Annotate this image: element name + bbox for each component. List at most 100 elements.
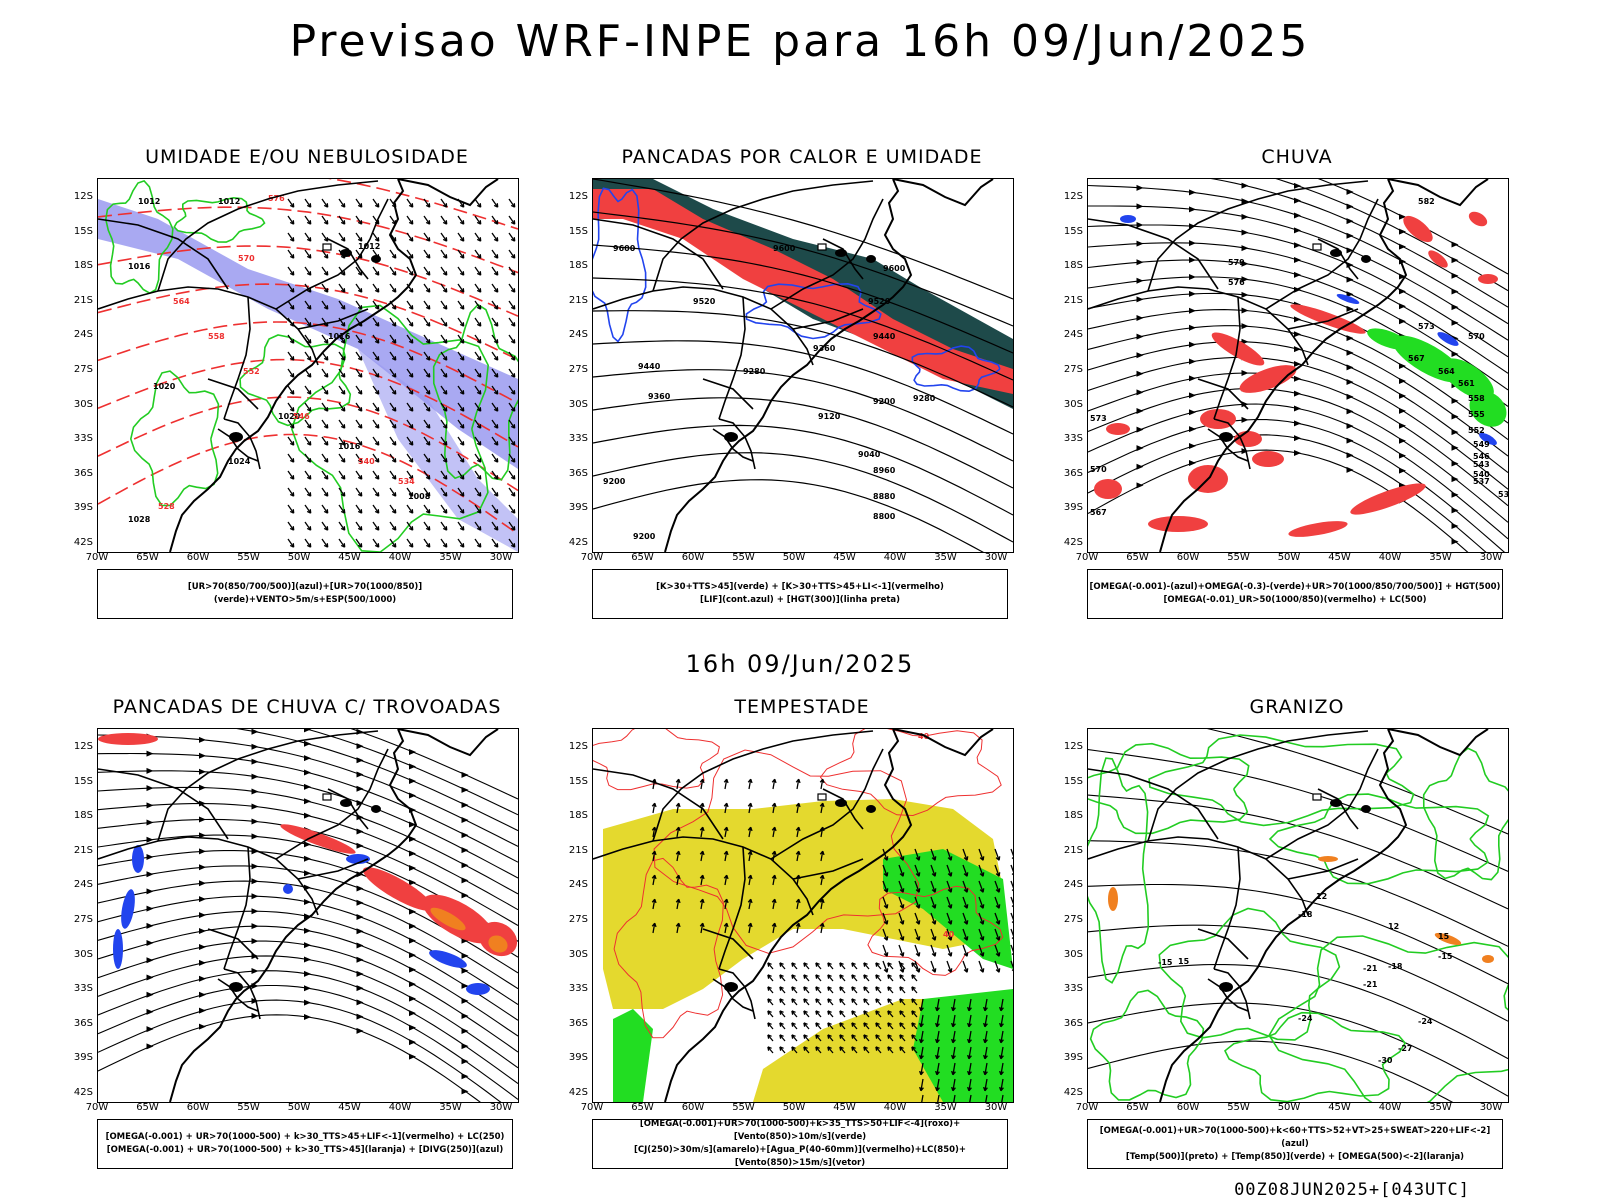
temp850-green-contours bbox=[1088, 734, 1508, 1102]
longitude-label: 45W bbox=[338, 552, 361, 563]
longitude-label: 70W bbox=[85, 1102, 109, 1113]
hgt500-labels: 5825795765735705675645615585555525495465… bbox=[1090, 197, 1508, 517]
border-line bbox=[98, 836, 319, 916]
contour-label: -24 bbox=[1298, 1014, 1313, 1023]
latitude-label: 30S bbox=[1063, 398, 1083, 410]
border-line bbox=[1088, 836, 1309, 916]
longitude-label: 35W bbox=[439, 1102, 462, 1113]
lake bbox=[835, 799, 847, 807]
longitude-label: 30W bbox=[984, 552, 1008, 563]
contour-label: 1028 bbox=[128, 515, 151, 524]
latitude-label: 24S bbox=[1063, 329, 1083, 341]
omega-orange-area bbox=[1108, 856, 1494, 963]
rain-red-area bbox=[1094, 211, 1498, 537]
legend-line: [K>30+TTS>45](verde) + [K>30+TTS>45+LI<-… bbox=[656, 582, 944, 592]
border-line bbox=[297, 858, 369, 880]
border-line bbox=[1317, 788, 1359, 830]
longitude-label: 45W bbox=[338, 1102, 361, 1113]
border-line bbox=[223, 846, 251, 970]
coastline bbox=[664, 729, 913, 1102]
longitude-label: 40W bbox=[1378, 552, 1402, 563]
contour-label: 567 bbox=[1090, 508, 1107, 517]
legend-line: [UR>70(850/700/500)](azul)+[UR>70(1000/8… bbox=[187, 582, 423, 605]
border-line bbox=[702, 378, 754, 410]
lake bbox=[866, 255, 876, 263]
latitude-label: 39S bbox=[1063, 1052, 1083, 1064]
map-canvas: -15 -18 -15 -18 -21 -21 -24 -24 -27 -30 12 12 15 15 bbox=[1088, 729, 1508, 1102]
lake bbox=[1361, 255, 1371, 263]
longitude-label: 55W bbox=[1227, 552, 1250, 563]
border-line bbox=[822, 788, 864, 830]
latitude-label: 21S bbox=[1063, 844, 1083, 856]
latitude-label: 12S bbox=[1063, 191, 1083, 202]
latitude-label: 15S bbox=[73, 775, 93, 787]
latitude-label: 27S bbox=[1063, 914, 1083, 925]
longitude-label: 70W bbox=[1075, 552, 1099, 563]
longitude-label: 45W bbox=[833, 1102, 856, 1113]
lake bbox=[1219, 982, 1233, 992]
longitude-label: 65W bbox=[1126, 552, 1149, 563]
legend-line: [OMEGA(-0.001)-(azul)+OMEGA(-0.3)-(verde… bbox=[1089, 582, 1501, 592]
contour-label: 555 bbox=[1468, 410, 1485, 419]
latitude-label: 42S bbox=[568, 1087, 588, 1098]
forecast-map: -15 -18 -15 -18 -21 -21 -24 -24 -27 -30 12 12 15 15 bbox=[1087, 728, 1509, 1103]
longitude-label: 40W bbox=[883, 1102, 907, 1113]
border-line bbox=[1147, 180, 1369, 292]
contour-label: 534 bbox=[1498, 490, 1508, 499]
border-line bbox=[1197, 928, 1249, 960]
latitude-label: 15S bbox=[568, 225, 588, 237]
border-line bbox=[1197, 378, 1249, 410]
map-canvas: 9600 9600 9520 9520 9440 9440 9360 9360 9280 9280… bbox=[593, 179, 1013, 552]
longitude-label: 50W bbox=[782, 552, 806, 563]
border-line bbox=[98, 286, 319, 366]
lake bbox=[835, 249, 847, 257]
contour-label: 558 bbox=[208, 332, 225, 341]
longitude-label: 50W bbox=[1277, 552, 1301, 563]
longitude-label: 45W bbox=[1328, 552, 1351, 563]
contour-label: 1012 bbox=[138, 197, 160, 206]
coastline-north bbox=[397, 179, 499, 207]
contour-label: 1024 bbox=[228, 457, 251, 466]
lake bbox=[1219, 432, 1233, 442]
capital-marker bbox=[817, 793, 827, 801]
border-line bbox=[593, 218, 724, 290]
longitude-label: 45W bbox=[833, 552, 856, 563]
contour-label: -24 bbox=[1418, 1017, 1433, 1026]
latitude-label: 30S bbox=[1063, 948, 1083, 960]
humidity-blue-area bbox=[98, 199, 518, 469]
contour-label: 9520 bbox=[868, 297, 891, 306]
contour-label: 9280 bbox=[913, 394, 936, 403]
border-line bbox=[652, 730, 874, 842]
latitude-label: 36S bbox=[73, 1017, 93, 1029]
map-outline bbox=[1088, 179, 1489, 552]
latitude-label: 39S bbox=[568, 1052, 588, 1064]
contour-label: 573 bbox=[1418, 322, 1435, 331]
contour-label: 40 bbox=[943, 930, 955, 939]
lake bbox=[229, 982, 243, 992]
lake bbox=[371, 805, 381, 813]
contour-label: 9200 bbox=[603, 477, 626, 486]
instability-red-area bbox=[593, 189, 1013, 394]
contour-label: 9600 bbox=[773, 244, 796, 253]
latitude-label: 24S bbox=[73, 329, 93, 341]
contour-label: 9520 bbox=[693, 297, 716, 306]
latitude-label: 33S bbox=[1063, 433, 1083, 445]
border-line bbox=[1207, 428, 1249, 462]
coastline-north bbox=[1387, 729, 1489, 757]
border-line bbox=[275, 198, 389, 310]
latitude-label: 42S bbox=[1063, 1087, 1083, 1098]
longitude-label: 65W bbox=[631, 552, 654, 563]
coastline bbox=[1159, 729, 1408, 1102]
map-canvas bbox=[98, 729, 518, 1102]
panel-legend: [OMEGA(-0.001)+UR>70(1000-500)+k>35_TTS>… bbox=[592, 1119, 1008, 1169]
border-line bbox=[792, 858, 864, 880]
longitude-label: 65W bbox=[631, 1102, 654, 1113]
coastline bbox=[1159, 179, 1408, 552]
coastline bbox=[169, 179, 418, 552]
panel-title: UMIDADE E/OU NEBULOSIDADE bbox=[145, 146, 469, 168]
legend-line: [CJ(250)>30m/s](amarelo)+[Agua_P(40-60mm… bbox=[633, 1145, 967, 1168]
capital-marker bbox=[1312, 793, 1322, 801]
contour-label: 9600 bbox=[613, 244, 636, 253]
longitude-label: 65W bbox=[136, 552, 159, 563]
longitude-label: 30W bbox=[489, 552, 513, 563]
